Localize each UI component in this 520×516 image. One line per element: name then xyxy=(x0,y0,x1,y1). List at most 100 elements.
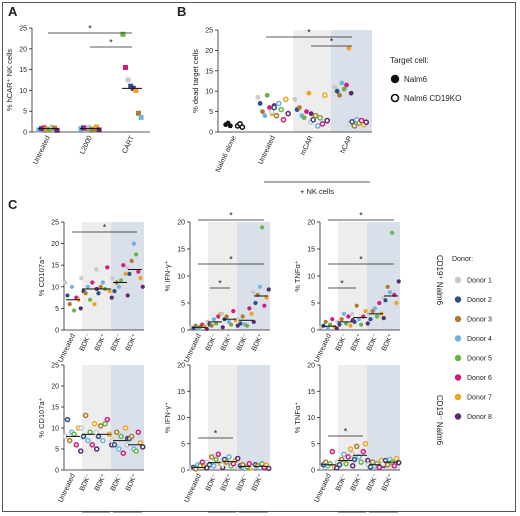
b-point-nalm6-cd19ko xyxy=(351,123,358,129)
c5-xtick-label: BDK⁻ xyxy=(205,473,219,493)
c4-point xyxy=(64,416,71,423)
a-point xyxy=(46,127,52,133)
c1-point xyxy=(105,265,110,270)
c1-point xyxy=(125,265,130,270)
c1-point xyxy=(92,301,97,307)
a-point xyxy=(36,127,42,133)
c2-point xyxy=(229,322,234,327)
c4-point xyxy=(93,429,100,435)
c3-point xyxy=(394,300,399,306)
c1-xtick-label: BDK⁻ xyxy=(110,333,124,353)
c6-point xyxy=(349,463,356,469)
a-point xyxy=(120,31,126,37)
c3-sig-star: * xyxy=(340,279,344,289)
b-ytick-label: 15 xyxy=(205,68,213,75)
c5-hcar-shade xyxy=(237,365,270,470)
c3-point xyxy=(396,279,401,284)
c3-point xyxy=(387,290,392,295)
a-point xyxy=(41,125,47,131)
c4-point xyxy=(97,423,104,429)
c3-point xyxy=(341,311,346,316)
b-point-nalm6-cd19ko xyxy=(363,119,370,126)
b-point-nalm6-cd19ko xyxy=(349,118,355,125)
c3-point xyxy=(390,230,395,235)
c1-mcar-shade xyxy=(82,222,111,330)
c6-point xyxy=(353,443,360,450)
c1-point xyxy=(98,284,103,289)
c1-point xyxy=(69,284,74,289)
c1-point xyxy=(94,286,99,292)
c5-ytick-label: 0 xyxy=(181,468,185,475)
c1-ytick-label: 25 xyxy=(51,220,59,227)
c1-ytick-label: 15 xyxy=(51,263,59,270)
c5-ytick-label: 10 xyxy=(177,415,185,422)
b-ytick-label: 0 xyxy=(209,130,213,137)
c6-point xyxy=(358,459,364,465)
c4-point xyxy=(113,429,120,435)
c2-hcar-shade xyxy=(237,222,270,330)
b-xtick-label: Nalm6 alone xyxy=(215,135,238,174)
c5-xtick-label: BDK⁺ xyxy=(251,473,265,493)
a-sig-star: * xyxy=(88,24,92,34)
donor-legend-label: Donor 5 xyxy=(467,356,492,363)
c4-xtick-label: Untreated xyxy=(57,473,76,504)
c5-point xyxy=(234,455,241,462)
c4-point xyxy=(95,433,102,440)
c1-xtick-label: BDK⁺ xyxy=(94,333,108,353)
c4-point xyxy=(102,421,108,427)
b-point-nalm6-cd19ko xyxy=(319,120,326,127)
b-ytick-label: 10 xyxy=(205,89,213,96)
c1-xtick-label: BDK⁺ xyxy=(125,333,139,353)
c2-ylabel: % IFN-γ⁺ xyxy=(163,260,172,291)
b-point-nalm6-cd19ko xyxy=(239,124,246,130)
b-point-nalm6-cd19ko xyxy=(273,112,280,119)
c1-point xyxy=(96,291,101,296)
c3-point xyxy=(352,319,357,324)
c3-point xyxy=(354,303,359,308)
c2-point xyxy=(240,314,245,319)
b-point-nalm6-cd19ko xyxy=(322,92,328,99)
b-sig-star: * xyxy=(330,37,334,47)
b-point-nalm6-cd19ko xyxy=(285,110,292,117)
b-point-nalm6 xyxy=(334,88,340,94)
c4-ylabel: % CD107a⁺ xyxy=(37,397,46,437)
b-point-nalm6 xyxy=(346,45,352,51)
c3-point xyxy=(381,316,386,321)
c5-point xyxy=(211,463,217,469)
b-point-nalm6 xyxy=(301,115,307,121)
c4-point xyxy=(85,437,91,444)
c6-point xyxy=(343,460,349,467)
c6-ylabel: % TNFα⁺ xyxy=(293,402,302,434)
c5-ytick-label: 15 xyxy=(177,389,185,396)
c6-point xyxy=(322,459,329,465)
c3-ylabel: % TNFα⁺ xyxy=(293,260,302,292)
c4-point xyxy=(139,444,146,450)
b-point-nalm6-cd19ko xyxy=(310,116,316,123)
c2-point xyxy=(231,309,236,314)
c1-point xyxy=(110,276,115,281)
c1-ytick-label: 0 xyxy=(55,328,59,335)
c6-point xyxy=(336,462,343,468)
b-point-nalm6 xyxy=(264,92,270,98)
c5-mcar-shade xyxy=(208,365,237,470)
row-label-cd19-neg: CD19⁻ Nalm6 xyxy=(435,395,444,446)
b-point-nalm6 xyxy=(339,80,345,86)
c1-point xyxy=(121,263,126,268)
a-point xyxy=(133,87,139,93)
c5-ytick-label: 5 xyxy=(181,441,185,448)
b-point-nalm6 xyxy=(304,109,309,114)
donor-legend-label: Donor 6 xyxy=(467,375,492,382)
panel-label-c: C xyxy=(8,197,18,212)
c2-ytick-label: 10 xyxy=(177,274,185,281)
c1-point xyxy=(94,267,99,272)
c2-point xyxy=(211,317,216,322)
c2-point xyxy=(247,306,252,311)
c1-sig-star: * xyxy=(103,223,107,233)
c3-point xyxy=(375,314,380,319)
c2-point xyxy=(220,325,225,330)
a-ytick-label: 15 xyxy=(19,67,27,74)
c6-ytick-label: 15 xyxy=(307,389,315,396)
b-point-nalm6-cd19ko xyxy=(275,100,282,107)
c1-point xyxy=(134,252,139,257)
c5-point xyxy=(219,462,226,468)
